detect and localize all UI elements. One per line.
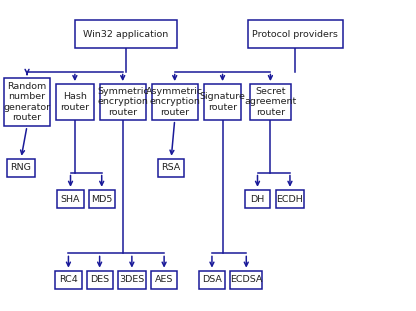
FancyBboxPatch shape: [87, 271, 113, 289]
FancyBboxPatch shape: [276, 190, 304, 208]
FancyBboxPatch shape: [100, 84, 146, 120]
Text: ECDH: ECDH: [277, 195, 303, 203]
Text: Symmetric
encryption
router: Symmetric encryption router: [97, 87, 149, 117]
FancyBboxPatch shape: [230, 271, 262, 289]
Text: MD5: MD5: [91, 195, 112, 203]
Text: AES: AES: [155, 276, 173, 284]
FancyBboxPatch shape: [56, 84, 94, 120]
Text: DH: DH: [250, 195, 265, 203]
FancyBboxPatch shape: [89, 190, 115, 208]
FancyBboxPatch shape: [4, 78, 50, 126]
Text: Signature
router: Signature router: [200, 92, 245, 112]
Text: Win32 application: Win32 application: [83, 30, 168, 39]
FancyBboxPatch shape: [204, 84, 241, 120]
FancyBboxPatch shape: [248, 20, 343, 48]
Text: Hash
router: Hash router: [60, 92, 89, 112]
Text: DES: DES: [90, 276, 109, 284]
FancyBboxPatch shape: [151, 271, 177, 289]
Text: Asymmetric
encryption
router: Asymmetric encryption router: [146, 87, 203, 117]
Text: RC4: RC4: [59, 276, 78, 284]
FancyBboxPatch shape: [75, 20, 177, 48]
Text: DSA: DSA: [202, 276, 222, 284]
FancyBboxPatch shape: [245, 190, 270, 208]
Text: RSA: RSA: [161, 164, 181, 172]
Text: 3DES: 3DES: [119, 276, 144, 284]
FancyBboxPatch shape: [7, 159, 35, 177]
Text: ECDSA: ECDSA: [230, 276, 262, 284]
FancyBboxPatch shape: [55, 271, 82, 289]
Text: SHA: SHA: [61, 195, 80, 203]
Text: Random
number
generator
router: Random number generator router: [3, 82, 51, 122]
FancyBboxPatch shape: [57, 190, 84, 208]
Text: Protocol providers: Protocol providers: [253, 30, 338, 39]
Text: Secret
agreement
router: Secret agreement router: [244, 87, 297, 117]
FancyBboxPatch shape: [250, 84, 291, 120]
FancyBboxPatch shape: [118, 271, 146, 289]
FancyBboxPatch shape: [152, 84, 198, 120]
Text: RNG: RNG: [10, 164, 32, 172]
FancyBboxPatch shape: [158, 159, 184, 177]
FancyBboxPatch shape: [199, 271, 225, 289]
